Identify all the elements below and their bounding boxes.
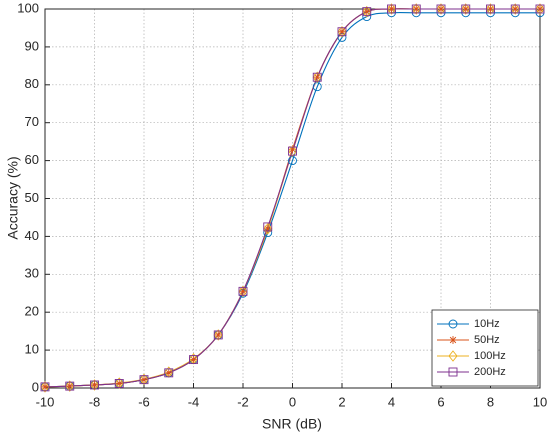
marker [189, 355, 198, 365]
marker [312, 71, 322, 83]
marker [486, 5, 495, 13]
legend-marker [448, 350, 458, 362]
marker [312, 72, 322, 82]
marker [189, 355, 198, 364]
marker [65, 381, 75, 391]
marker [164, 368, 174, 378]
y-tick-label: 100 [17, 0, 39, 15]
x-tick-label: 0 [289, 394, 296, 409]
marker [90, 380, 99, 390]
legend-label: 50Hz [474, 334, 500, 346]
y-tick-label: 90 [25, 38, 39, 53]
legend-marker [448, 319, 458, 329]
marker [288, 146, 297, 156]
marker [412, 5, 421, 13]
marker [461, 3, 471, 15]
marker [114, 377, 124, 389]
marker [461, 4, 471, 14]
y-tick-label: 30 [25, 266, 39, 281]
marker [511, 5, 520, 13]
marker [213, 330, 223, 340]
marker [238, 285, 248, 298]
y-tick-label: 80 [25, 76, 39, 91]
marker [337, 26, 347, 38]
marker [90, 380, 99, 389]
marker [238, 286, 248, 296]
x-tick-label: -2 [237, 394, 249, 409]
marker [436, 4, 446, 14]
marker [362, 7, 372, 17]
legend-label: 100Hz [474, 350, 506, 362]
marker [40, 381, 50, 393]
marker [89, 379, 100, 391]
x-tick-label: 2 [338, 394, 345, 409]
marker [386, 3, 397, 15]
marker [287, 145, 298, 157]
legend-marker [449, 336, 457, 344]
marker [338, 27, 346, 36]
marker [288, 145, 297, 154]
marker [41, 382, 49, 391]
legend-box [431, 309, 539, 387]
x-axis-label: SNR (dB) [262, 416, 322, 432]
marker [65, 382, 74, 391]
marker [436, 3, 446, 15]
x-tick-label: 10 [533, 394, 547, 409]
y-tick-label: 40 [25, 228, 39, 243]
x-tick-label: -10 [36, 394, 55, 409]
x-tick-label: 8 [487, 394, 494, 409]
marker [313, 73, 322, 82]
marker [115, 379, 124, 388]
x-tick-label: -6 [138, 394, 150, 409]
marker [535, 3, 545, 15]
x-tick-label: -4 [188, 394, 200, 409]
marker [263, 223, 273, 235]
marker [263, 222, 273, 232]
marker [164, 368, 173, 377]
marker [239, 287, 247, 296]
marker [510, 3, 520, 15]
marker [140, 375, 148, 384]
marker [437, 5, 445, 13]
y-tick-label: 0 [32, 379, 39, 394]
marker [461, 5, 470, 13]
y-tick-label: 50 [25, 190, 39, 205]
marker [387, 5, 396, 13]
x-tick-label: -8 [89, 394, 101, 409]
marker [362, 7, 371, 16]
marker [387, 4, 396, 14]
marker [65, 380, 75, 392]
x-tick-label: 6 [437, 394, 444, 409]
marker [40, 382, 50, 392]
marker [535, 4, 545, 14]
marker [411, 3, 421, 15]
y-tick-label: 10 [25, 342, 39, 357]
marker [510, 4, 520, 14]
marker [263, 224, 272, 233]
marker [213, 329, 223, 341]
legend-label: 10Hz [474, 318, 500, 330]
marker [214, 330, 223, 339]
marker [362, 5, 372, 18]
legend-label: 200Hz [474, 366, 506, 378]
marker [139, 375, 149, 385]
marker [411, 4, 421, 14]
y-tick-label: 20 [25, 304, 39, 319]
y-tick-label: 60 [25, 152, 39, 167]
y-tick-label: 70 [25, 114, 39, 129]
marker [139, 373, 149, 386]
marker [536, 5, 544, 13]
marker [337, 27, 347, 37]
y-axis-label: Accuracy (%) [5, 156, 21, 239]
marker [114, 379, 124, 388]
legend-marker [448, 367, 458, 377]
x-tick-label: 4 [388, 394, 395, 409]
marker [486, 4, 495, 14]
axes-box [44, 8, 541, 389]
marker [485, 3, 496, 15]
